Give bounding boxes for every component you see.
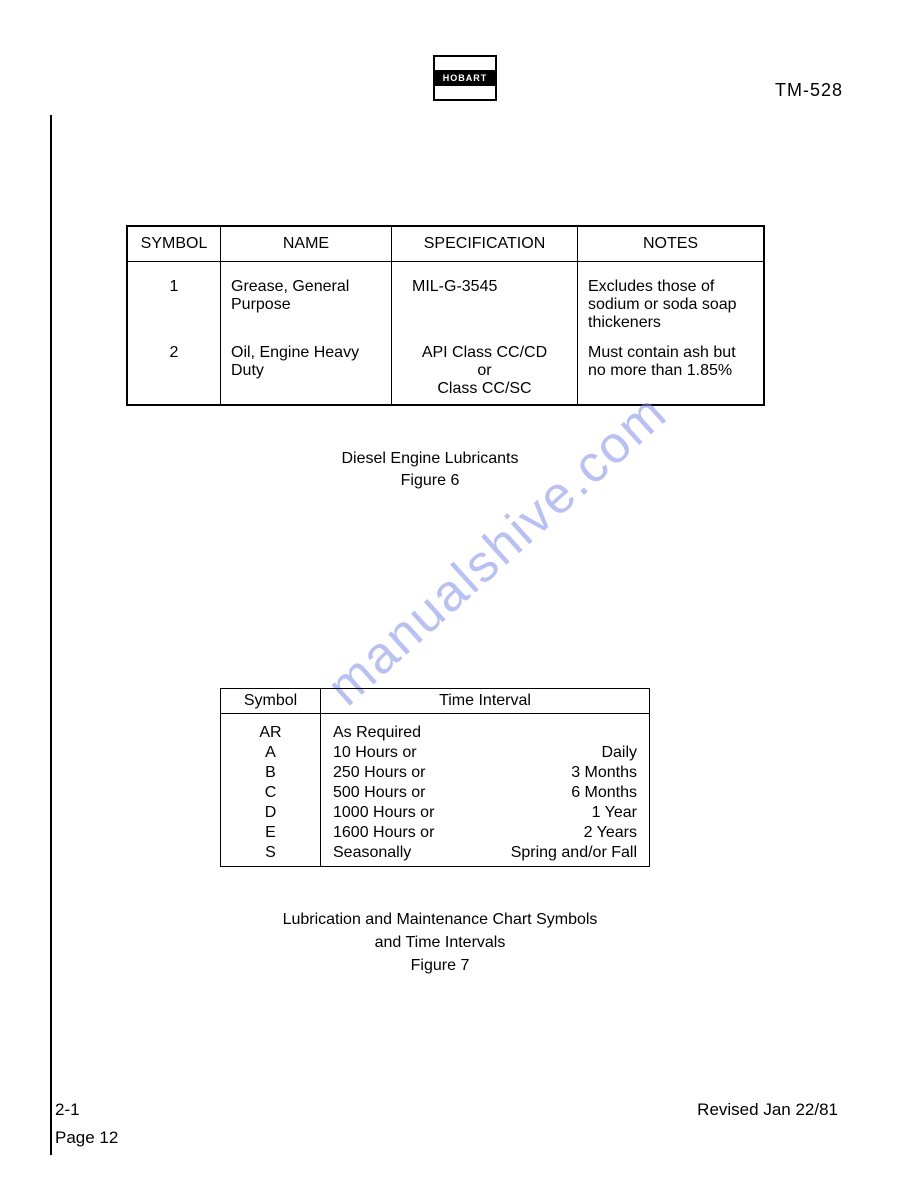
table1-caption: Diesel Engine Lubricants Figure 6 [280, 448, 580, 493]
table2-cell-symbol: B [221, 763, 321, 783]
watermark: manualshive.com [316, 382, 679, 717]
lubricants-table: SYMBOL NAME SPECIFICATION NOTES 1 Grease… [126, 225, 765, 406]
table2-row: B 250 Hours or 3 Months [221, 763, 650, 783]
table2-cell-right [475, 714, 650, 744]
table2-caption-line1: Lubrication and Maintenance Chart Symbol… [283, 911, 598, 928]
table1-cell-notes: Must contain ash but no more than 1.85% [578, 338, 765, 405]
table1-row: 1 Grease, General Purpose MIL-G-3545 Exc… [127, 262, 764, 339]
table2-cell-symbol: E [221, 823, 321, 843]
table1-caption-line1: Diesel Engine Lubricants [342, 450, 519, 467]
table1-header-name: NAME [221, 226, 392, 262]
table2-caption-line3: Figure 7 [411, 957, 470, 974]
intervals-table: Symbol Time Interval AR As Required A 10… [220, 688, 650, 867]
table2-row: A 10 Hours or Daily [221, 743, 650, 763]
table2-cell-left: Seasonally [321, 843, 476, 867]
table1-header-notes: NOTES [578, 226, 765, 262]
section-number: 2-1 [55, 1100, 80, 1120]
table2-cell-right: 2 Years [475, 823, 650, 843]
table1-header-spec: SPECIFICATION [392, 226, 578, 262]
table2-row: D 1000 Hours or 1 Year [221, 803, 650, 823]
table1-row: 2 Oil, Engine Heavy Duty API Class CC/CD… [127, 338, 764, 405]
table1-caption-line2: Figure 6 [401, 472, 460, 489]
logo-box: HOBART [433, 55, 497, 101]
table2-cell-right: 6 Months [475, 783, 650, 803]
table2-cell-left: 1000 Hours or [321, 803, 476, 823]
table2-cell-right: 3 Months [475, 763, 650, 783]
table2-cell-symbol: C [221, 783, 321, 803]
table2-row: C 500 Hours or 6 Months [221, 783, 650, 803]
table2-row: AR As Required [221, 714, 650, 744]
table1-cell-symbol: 2 [127, 338, 221, 405]
table2-cell-right: 1 Year [475, 803, 650, 823]
table2-cell-right: Daily [475, 743, 650, 763]
left-vertical-rule [50, 115, 52, 1155]
table2-row: S Seasonally Spring and/or Fall [221, 843, 650, 867]
table2-cell-symbol: D [221, 803, 321, 823]
table1-cell-spec: API Class CC/CDorClass CC/SC [392, 338, 578, 405]
table1-header-symbol: SYMBOL [127, 226, 221, 262]
table1-cell-notes: Excludes those of sodium or soda soap th… [578, 262, 765, 339]
table2-cell-left: 500 Hours or [321, 783, 476, 803]
table2-caption-line2: and Time Intervals [375, 934, 506, 951]
table2-cell-symbol: S [221, 843, 321, 867]
table1-cell-spec: MIL-G-3545 [392, 262, 578, 339]
table2-row: E 1600 Hours or 2 Years [221, 823, 650, 843]
table2-cell-left: As Required [321, 714, 476, 744]
revised-date: Revised Jan 22/81 [697, 1100, 838, 1120]
table2-cell-left: 250 Hours or [321, 763, 476, 783]
table2-cell-right: Spring and/or Fall [475, 843, 650, 867]
logo-text: HOBART [435, 70, 495, 86]
table2-header-interval: Time Interval [321, 689, 650, 714]
table2-cell-left: 1600 Hours or [321, 823, 476, 843]
doc-number: TM-528 [775, 80, 843, 101]
table2-header-symbol: Symbol [221, 689, 321, 714]
table2-cell-symbol: AR [221, 714, 321, 744]
page-number: Page 12 [55, 1128, 118, 1148]
table2-cell-left: 10 Hours or [321, 743, 476, 763]
table1-cell-name: Grease, General Purpose [221, 262, 392, 339]
table1-cell-name: Oil, Engine Heavy Duty [221, 338, 392, 405]
table1-cell-symbol: 1 [127, 262, 221, 339]
table2-caption: Lubrication and Maintenance Chart Symbol… [220, 908, 660, 978]
table2-cell-symbol: A [221, 743, 321, 763]
